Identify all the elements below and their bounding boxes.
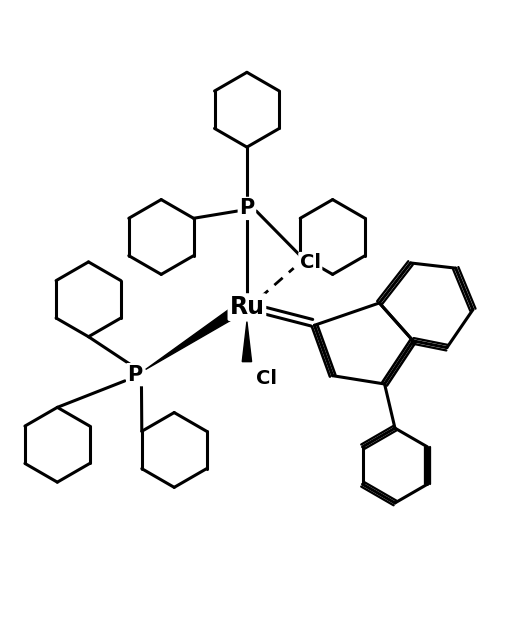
Text: Ru: Ru [229,295,265,319]
Polygon shape [242,322,251,362]
Text: Cl: Cl [256,370,277,388]
Polygon shape [145,309,235,370]
Text: Cl: Cl [300,253,321,272]
Text: P: P [128,364,143,385]
Text: P: P [239,198,255,218]
